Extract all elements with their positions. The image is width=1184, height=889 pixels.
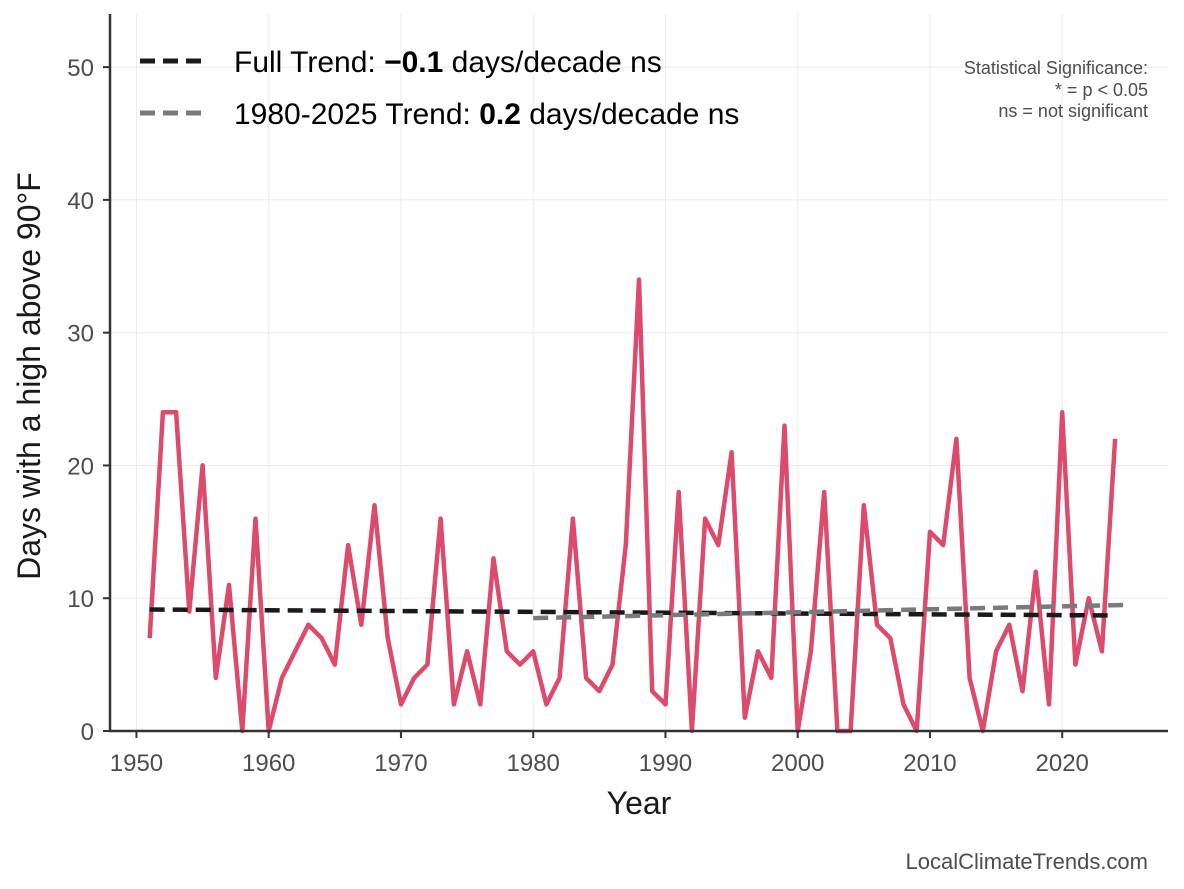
- grid-lines: [110, 14, 1168, 732]
- significance-line-2: * = p < 0.05: [1055, 80, 1148, 100]
- y-tick-label-30: 30: [67, 321, 94, 348]
- legend-full-trend-prefix: Full Trend:: [234, 46, 384, 79]
- x-tick-label-1970: 1970: [374, 750, 427, 777]
- significance-line-3: ns = not significant: [998, 101, 1148, 121]
- x-axis-ticks: 1950 1960 1970 1980 1990 2000 2010 2020: [110, 731, 1089, 777]
- x-tick-label-2000: 2000: [771, 750, 824, 777]
- x-tick-label-1950: 1950: [110, 750, 163, 777]
- y-tick-label-0: 0: [81, 719, 94, 746]
- y-axis-title: Days with a high above 90°F: [11, 172, 47, 580]
- legend-full-trend-suffix: days/decade ns: [443, 46, 661, 79]
- y-tick-label-40: 40: [67, 188, 94, 215]
- x-tick-label-1960: 1960: [242, 750, 295, 777]
- x-tick-label-1990: 1990: [639, 750, 692, 777]
- significance-line-1: Statistical Significance:: [964, 58, 1148, 78]
- y-tick-label-10: 10: [67, 586, 94, 613]
- legend-recent-trend-value: 0.2: [479, 98, 521, 131]
- axes: [108, 14, 1168, 733]
- significance-note: Statistical Significance: * = p < 0.05 n…: [964, 58, 1148, 121]
- x-tick-label-2010: 2010: [903, 750, 956, 777]
- credit-text: LocalClimateTrends.com: [906, 849, 1149, 874]
- x-tick-label-1980: 1980: [507, 750, 560, 777]
- y-axis-ticks: 0 10 20 30 40 50: [67, 55, 110, 746]
- legend-recent-trend-suffix: days/decade ns: [521, 98, 739, 131]
- y-tick-label-20: 20: [67, 453, 94, 480]
- legend-label-full-trend: Full Trend: −0.1 days/decade ns: [234, 46, 662, 79]
- legend: Full Trend: −0.1 days/decade ns 1980-202…: [140, 46, 739, 131]
- legend-full-trend-value: −0.1: [384, 46, 443, 79]
- trend-line-1: [533, 602, 1129, 621]
- x-axis-title: Year: [607, 785, 672, 821]
- data-series: [147, 277, 1118, 734]
- y-tick-label-50: 50: [67, 55, 94, 82]
- series-line-0: [147, 277, 1118, 734]
- legend-label-recent-trend: 1980-2025 Trend: 0.2 days/decade ns: [234, 98, 739, 131]
- trend-lines: [149, 602, 1129, 621]
- x-tick-label-2020: 2020: [1036, 750, 1089, 777]
- legend-recent-trend-prefix: 1980-2025 Trend:: [234, 98, 479, 131]
